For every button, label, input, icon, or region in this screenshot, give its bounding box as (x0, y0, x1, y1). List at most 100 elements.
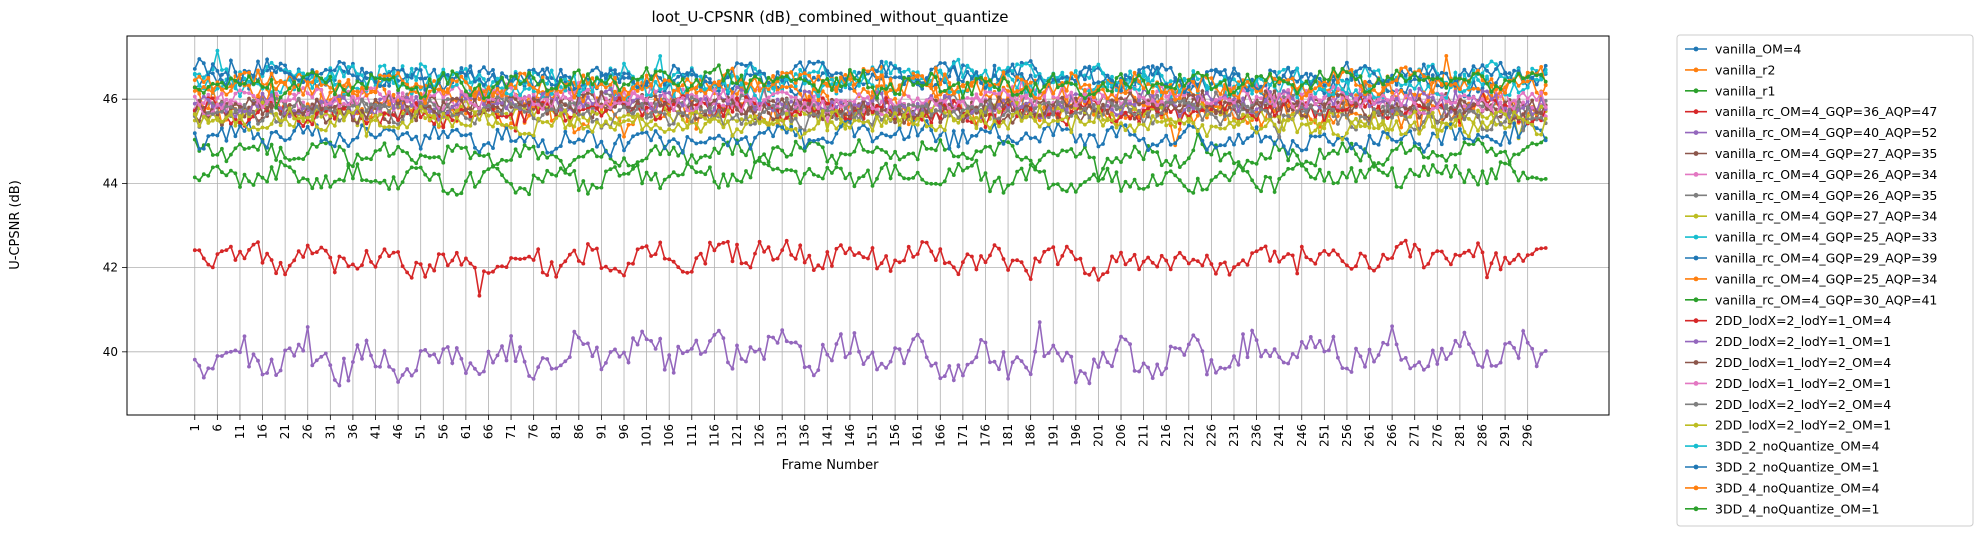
data-point (369, 260, 373, 264)
data-point (1498, 360, 1503, 365)
data-point (1060, 254, 1065, 258)
data-point (897, 157, 902, 162)
data-point (1331, 334, 1336, 339)
data-point (942, 374, 947, 378)
data-point (1141, 108, 1146, 113)
data-point (206, 173, 211, 178)
data-point (1245, 109, 1250, 113)
data-point (554, 146, 559, 151)
data-point (1489, 261, 1494, 266)
data-point (229, 121, 233, 126)
data-point (1137, 267, 1141, 272)
data-point (459, 89, 464, 94)
data-point (355, 343, 360, 347)
data-point (933, 181, 938, 186)
data-point (1024, 155, 1028, 160)
data-point (509, 158, 513, 162)
data-point (685, 349, 690, 354)
data-point (1417, 360, 1422, 364)
data-point (802, 89, 807, 94)
data-point (798, 145, 803, 150)
data-point (382, 178, 387, 183)
data-point (441, 67, 446, 72)
data-point (1417, 103, 1422, 108)
data-point (400, 132, 405, 137)
data-point (843, 176, 848, 181)
data-point (1200, 89, 1205, 93)
data-point (929, 249, 934, 254)
data-point (549, 260, 554, 264)
data-point (893, 258, 897, 263)
data-point (274, 91, 278, 96)
data-point (956, 272, 961, 277)
data-point (866, 127, 870, 132)
data-point (549, 92, 554, 96)
data-point (382, 111, 387, 116)
data-point (278, 159, 283, 164)
data-point (766, 126, 771, 131)
data-point (1128, 342, 1132, 346)
data-point (233, 134, 238, 139)
data-point (310, 251, 315, 256)
data-point (369, 86, 373, 91)
data-point (522, 143, 527, 148)
data-point (1430, 124, 1435, 129)
data-point (1236, 132, 1241, 137)
data-point (260, 260, 265, 265)
data-point (1128, 258, 1132, 262)
data-point (382, 97, 387, 102)
data-point (1078, 133, 1083, 138)
data-point (391, 151, 396, 156)
data-point (1281, 127, 1286, 132)
data-point (1200, 187, 1205, 192)
data-point (1381, 99, 1385, 104)
data-point (1489, 83, 1494, 88)
data-point (454, 143, 459, 148)
data-point (1539, 246, 1544, 251)
data-point (979, 254, 983, 258)
data-point (622, 119, 626, 124)
data-point (504, 358, 509, 363)
data-point (1354, 111, 1358, 116)
data-point (1010, 144, 1015, 148)
data-point (1304, 167, 1309, 172)
data-point (658, 103, 663, 108)
data-point (1168, 110, 1173, 114)
data-point (265, 179, 269, 184)
data-point (1042, 249, 1047, 254)
data-point (332, 82, 337, 87)
data-point (617, 133, 622, 138)
data-point (274, 373, 278, 377)
data-point (247, 179, 251, 184)
data-point (509, 112, 513, 117)
data-point (689, 95, 694, 100)
data-point (1403, 175, 1408, 180)
data-point (576, 259, 581, 263)
data-point (848, 152, 852, 157)
data-point (1458, 151, 1462, 156)
data-point (780, 84, 785, 89)
data-point (1191, 93, 1196, 98)
data-point (599, 139, 604, 144)
data-point (409, 275, 414, 280)
data-point (197, 178, 202, 183)
data-point (757, 239, 762, 244)
data-point (251, 242, 256, 247)
data-point (1263, 89, 1268, 94)
data-point (436, 136, 441, 141)
data-point (1236, 99, 1241, 104)
data-point (1064, 244, 1069, 249)
data-point (1006, 73, 1010, 77)
data-point (224, 173, 229, 178)
series-line (192, 158, 1548, 197)
data-point (1345, 366, 1349, 371)
data-point (942, 94, 947, 98)
data-point (1006, 98, 1010, 102)
data-point (1381, 130, 1385, 135)
data-point (450, 118, 455, 123)
data-point (739, 117, 744, 121)
data-point (1449, 262, 1453, 267)
data-point (1358, 251, 1363, 256)
data-point (1137, 138, 1141, 143)
data-point (468, 361, 473, 365)
